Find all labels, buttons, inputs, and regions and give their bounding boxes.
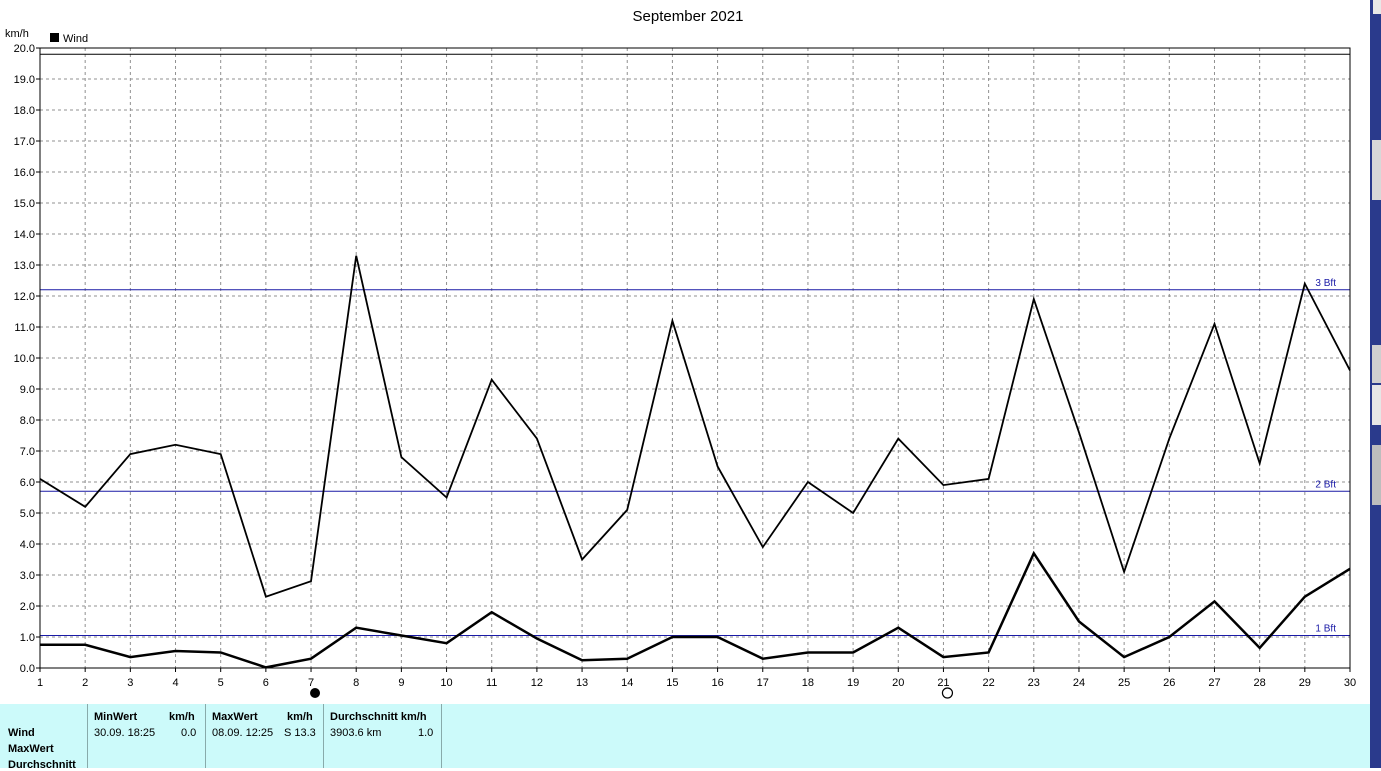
y-tick-label: 17.0 [14,136,35,148]
window-edge-strip [1370,0,1381,768]
x-tick-label: 10 [440,677,452,689]
row-label-wind: Wind [8,727,35,739]
min-datetime: 30.09. 18:25 [94,727,156,739]
avg-header: Durchschnitt km/h [330,711,427,723]
max-datetime: 08.09. 12:25 [212,727,274,739]
y-tick-label: 5.0 [20,508,35,520]
y-tick-label: 20.0 [14,43,35,55]
x-tick-label: 15 [666,677,678,689]
x-tick-label: 3 [127,677,133,689]
y-tick-label: 11.0 [14,322,35,334]
y-tick-label: 8.0 [20,415,35,427]
x-tick-label: 12 [531,677,543,689]
x-tick-label: 11 [486,677,497,689]
plot-frame [39,47,1351,669]
x-tick-label: 25 [1118,677,1130,689]
x-tick-label: 24 [1073,677,1085,689]
new-moon-icon [310,688,321,698]
legend-label-wind: Wind [63,33,88,45]
x-tick-label: 16 [711,677,723,689]
column-divider [441,704,442,768]
x-tick-label: 21 [937,677,949,689]
column-divider [87,704,88,768]
row-label-durchschnitt: Durchschnitt [8,759,76,771]
x-tick-label: 4 [172,677,178,689]
x-tick-label: 22 [982,677,994,689]
strip-segment [1372,140,1381,200]
y-tick-label: 12.0 [14,291,35,303]
min-header: MinWert [94,711,138,723]
avg-distance: 3903.6 km [330,727,382,739]
x-tick-label: 17 [757,677,769,689]
x-tick-label: 1 [37,677,43,689]
column-divider [323,704,324,768]
min-unit: km/h [169,711,195,723]
y-axis-unit-label: km/h [5,28,29,40]
y-tick-label: 19.0 [14,74,35,86]
statistics-panel: Wind MaxWert Durchschnitt MinWert km/h 3… [0,704,1370,771]
strip-segment [1372,445,1381,505]
min-value: 0.0 [181,727,197,739]
avg-value: 1.0 [418,727,434,739]
x-tick-label: 13 [576,677,588,689]
legend-swatch-wind [50,33,59,42]
chart-title: September 2021 [633,8,744,25]
y-tick-label: 13.0 [14,260,35,272]
grid [39,47,1351,669]
x-tick-label: 6 [263,677,269,689]
x-tick-label: 9 [398,677,404,689]
x-tick-label: 20 [892,677,904,689]
x-tick-label: 28 [1254,677,1266,689]
reference-line-label: 1 Bft [1315,623,1336,634]
wind-chart: September 2021 km/h Wind 1 Bft 2 Bft 3 Bft… [5,8,1357,699]
y-tick-label: 0.0 [20,663,35,675]
x-tick-label: 5 [218,677,224,689]
x-tick-label: 19 [847,677,859,689]
y-tick-label: 2.0 [20,601,35,613]
max-header: MaxWert [212,711,258,723]
y-tick-label: 18.0 [14,105,35,117]
y-tick-label: 14.0 [14,229,35,241]
max-value: S 13.3 [284,727,316,739]
series-line-wind [40,550,1351,669]
y-tick-label: 9.0 [20,384,35,396]
reference-line-label: 3 Bft [1315,278,1336,289]
x-tick-label: 29 [1299,677,1311,689]
strip-segment [1372,385,1381,425]
strip-segment [1372,345,1381,383]
y-tick-label: 6.0 [20,477,35,489]
reference-line-label: 2 Bft [1315,479,1336,490]
x-tick-label: 30 [1344,677,1356,689]
axes: 0.01.02.03.04.05.06.07.08.09.010.011.012… [14,43,1357,689]
y-tick-label: 3.0 [20,570,35,582]
column-divider [205,704,206,768]
y-tick-label: 15.0 [14,198,35,210]
x-tick-label: 18 [802,677,814,689]
series [39,255,1351,669]
y-tick-label: 7.0 [20,446,35,458]
x-tick-label: 26 [1163,677,1175,689]
x-tick-label: 8 [353,677,359,689]
y-tick-label: 10.0 [14,353,35,365]
moon-markers [310,687,954,699]
row-label-maxwert: MaxWert [8,743,54,755]
y-tick-label: 16.0 [14,167,35,179]
x-tick-label: 23 [1028,677,1040,689]
x-tick-label: 14 [621,677,633,689]
x-tick-label: 2 [82,677,88,689]
y-tick-label: 4.0 [20,539,35,551]
full-moon-icon [941,687,954,699]
max-unit: km/h [287,711,313,723]
series-line-max [39,255,1351,598]
strip-segment [1373,0,1381,14]
x-tick-label: 27 [1208,677,1220,689]
y-tick-label: 1.0 [20,632,35,644]
reference-lines: 1 Bft 2 Bft 3 Bft [40,53,1350,636]
x-tick-label: 7 [308,677,314,689]
